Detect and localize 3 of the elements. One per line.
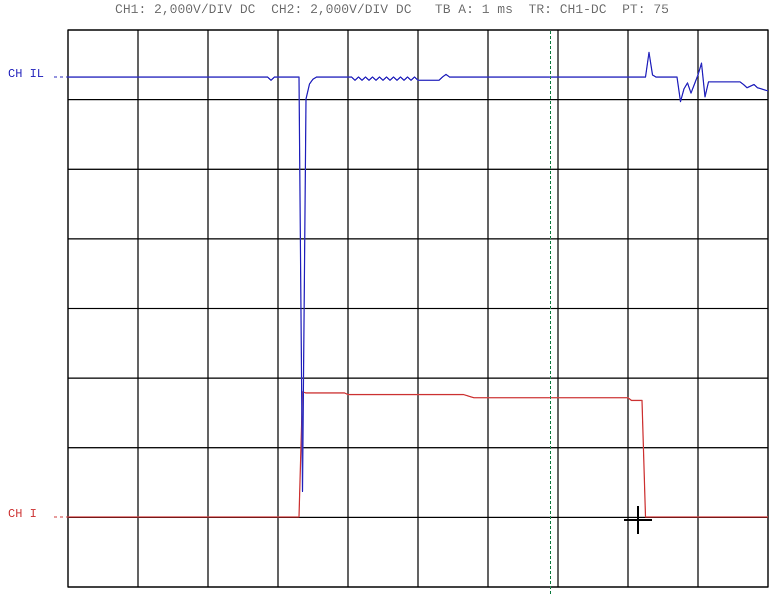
legend-label: CH IL bbox=[8, 67, 44, 82]
chart-title: CH1: 2,000V/DIV DC CH2: 2,000V/DIV DC TB A: 1 ms TR: CH1-DC PT: 75 bbox=[114, 2, 670, 17]
legend-label: CH I bbox=[8, 507, 37, 522]
